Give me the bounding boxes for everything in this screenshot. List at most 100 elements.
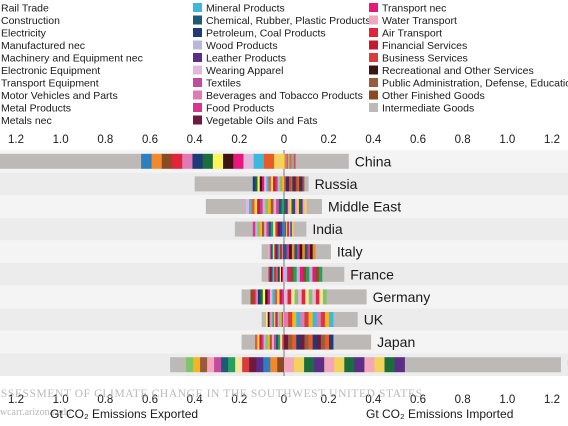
legend-label: Air Transport	[382, 28, 442, 40]
bar-exported-segment	[220, 357, 229, 373]
bar-exported-segment	[273, 199, 277, 214]
legend-swatch	[369, 40, 378, 50]
legend-swatch	[193, 90, 202, 100]
bar-imported-segment	[304, 244, 308, 260]
bar-exported-segment	[243, 153, 254, 169]
bar-imported-segment	[315, 266, 320, 282]
bar-exported-segment	[275, 266, 277, 282]
bar-exported-segment	[277, 266, 279, 282]
bar-imported-segment	[302, 199, 305, 214]
bar-exported-segment	[141, 153, 152, 169]
bar-imported-segment	[284, 153, 286, 169]
bar-exported-segment	[269, 334, 272, 350]
bar-exported-intermediate	[170, 357, 186, 373]
bar-imported-segment	[290, 176, 293, 192]
legend-label: Intermediate Goods	[382, 103, 474, 115]
bar-exported-segment	[185, 357, 194, 373]
bar-imported-segment	[312, 312, 318, 327]
legend-label: Vegetable Oils and Fats	[206, 115, 318, 127]
bar-imported-segment	[287, 221, 289, 237]
bar-imported-segment	[289, 244, 293, 260]
tick-label: 1.0	[499, 394, 515, 406]
tick-label: 1.2	[544, 134, 560, 146]
bar-imported-segment	[292, 221, 294, 237]
bar-exported-segment	[257, 176, 260, 192]
bar-exported-segment	[254, 176, 258, 192]
bar-imported-segment	[312, 244, 316, 260]
bar-imported-intermediate	[326, 289, 367, 305]
bar-exported-segment	[259, 199, 263, 214]
bar-imported-segment	[289, 176, 291, 192]
legend-swatch	[369, 65, 378, 75]
bar-exported-segment	[267, 334, 270, 350]
bar-imported-segment	[290, 266, 294, 282]
bar-exported-segment	[202, 153, 213, 169]
bar-exported-segment	[277, 221, 280, 237]
bar-exported-intermediate	[0, 153, 142, 169]
bar-exported-segment	[255, 289, 258, 305]
bar-exported-segment	[241, 357, 250, 373]
country-bars	[0, 153, 561, 373]
bar-exported-segment	[280, 312, 282, 327]
legend-swatch	[193, 103, 202, 112]
legend-label: Beverages and Tobacco Products	[206, 90, 363, 102]
country-label: Italy	[337, 244, 363, 260]
legend-label: Motor Vehicles and Parts	[1, 90, 118, 102]
bar-imported-segment	[322, 289, 327, 305]
legend-swatch	[193, 53, 202, 62]
bar-imported-segment	[316, 312, 322, 327]
bar-imported-segment	[309, 266, 313, 282]
bar-exported-segment	[254, 199, 258, 214]
bar-imported-segment	[320, 312, 326, 327]
legend-swatch	[369, 90, 378, 100]
bar-exported-segment	[277, 244, 279, 260]
bar-exported-segment	[267, 199, 271, 214]
bar-exported-segment	[281, 289, 285, 305]
bar-imported-segment	[292, 312, 297, 327]
bar-exported-segment	[282, 244, 285, 260]
legend-swatch	[369, 53, 378, 62]
bar-exported-segment	[273, 153, 285, 169]
bar-imported-intermediate	[304, 176, 309, 192]
bar-imported-segment	[290, 153, 292, 169]
bar-imported-segment	[324, 312, 330, 327]
bar-exported-segment	[281, 312, 284, 327]
bar-exported-segment	[263, 176, 267, 192]
bar-exported-segment	[259, 176, 262, 192]
legend-label: Electronic Equipment	[1, 65, 100, 77]
bar-exported-segment	[270, 244, 273, 260]
bar-exported-segment	[181, 153, 193, 169]
bar-imported-segment	[308, 334, 313, 350]
bar-exported-segment	[279, 176, 283, 192]
country-label: India	[312, 221, 343, 237]
bar-exported-segment	[281, 266, 284, 282]
imported-axis-title: Gt CO₂ Emissions Imported	[366, 407, 513, 421]
bar-exported-segment	[282, 312, 285, 327]
bar-imported-segment	[344, 357, 355, 373]
bar-exported-segment	[273, 266, 276, 282]
country-label: Japan	[377, 334, 415, 350]
legend-swatch	[369, 3, 378, 12]
bar-imported-segment	[297, 199, 300, 214]
bar-imported-segment	[291, 199, 294, 214]
bar-imported-segment	[286, 244, 290, 260]
bar-imported-intermediate	[333, 312, 358, 327]
bar-exported-segment	[262, 199, 266, 214]
tick-label: 1.0	[53, 134, 69, 146]
bar-exported-segment	[276, 357, 285, 373]
bar-exported-intermediate	[205, 199, 247, 214]
bar-imported-segment	[318, 266, 323, 282]
legend-label: Transport Equipment	[1, 78, 99, 90]
bar-imported-segment	[286, 221, 288, 237]
legend-label: Mineral Products	[206, 3, 285, 15]
bar-imported-segment	[308, 312, 313, 327]
bar-imported-segment	[299, 266, 304, 282]
country-label: Germany	[373, 289, 431, 305]
bar-imported-segment	[289, 199, 292, 214]
bar-exported-intermediate	[234, 221, 253, 237]
bar-exported-segment	[278, 266, 280, 282]
bar-imported-segment	[384, 357, 395, 373]
bar-imported-segment	[291, 244, 295, 260]
bar-exported-segment	[252, 289, 256, 305]
